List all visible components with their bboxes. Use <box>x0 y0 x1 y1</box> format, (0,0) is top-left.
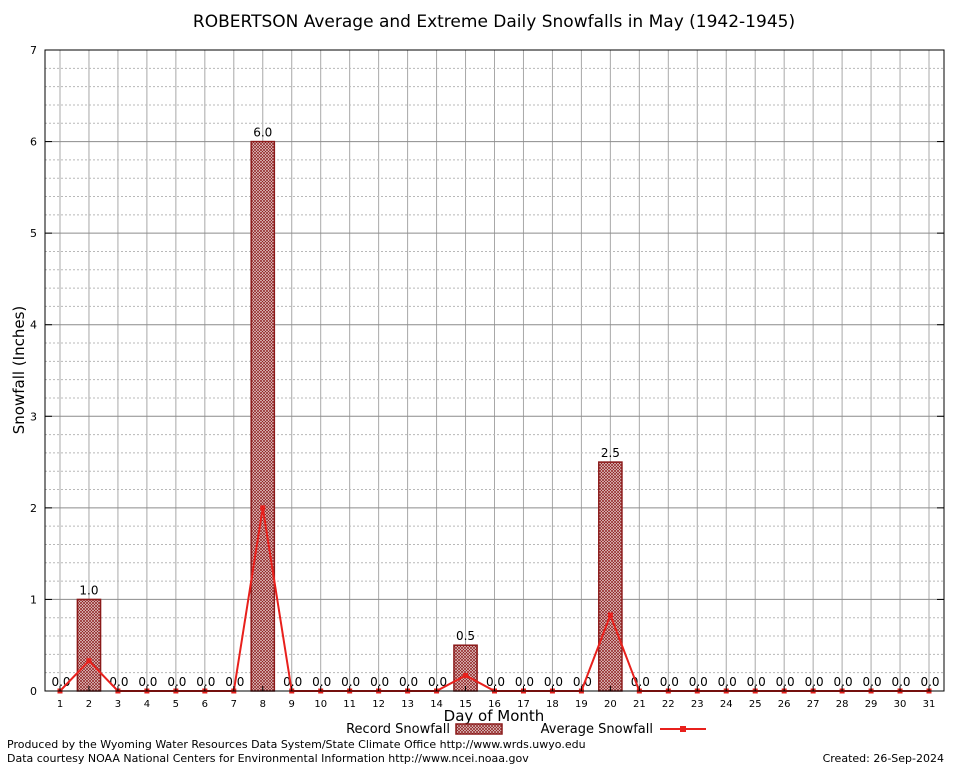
y-tick-label: 5 <box>30 227 37 240</box>
bar-value-label: 0.0 <box>660 675 679 689</box>
bar-value-label: 0.0 <box>109 675 128 689</box>
y-axis-label: Snowfall (Inches) <box>10 306 28 434</box>
x-tick-label: 3 <box>115 699 121 710</box>
x-axis-label: Day of Month <box>444 707 545 725</box>
grid-lines <box>45 49 944 692</box>
bar-value-label: 0.0 <box>515 675 534 689</box>
footer-produced-by: Produced by the Wyoming Water Resources … <box>7 738 586 751</box>
x-tick-label: 8 <box>260 699 266 710</box>
legend-average-marker <box>680 726 686 732</box>
average-point <box>607 612 613 618</box>
x-tick-label: 19 <box>575 699 588 710</box>
legend-record-label: Record Snowfall <box>346 722 450 737</box>
average-point <box>463 672 469 678</box>
record-bar <box>76 598 102 692</box>
bar-value-label: 0.0 <box>747 675 766 689</box>
x-tick-label: 17 <box>517 699 530 710</box>
x-tick-label: 28 <box>836 699 849 710</box>
y-tick-label: 7 <box>30 44 37 57</box>
x-tick-label: 18 <box>546 699 559 710</box>
footer-data-courtesy: Data courtesy NOAA National Centers for … <box>7 752 529 765</box>
bar-value-label: 0.0 <box>167 675 186 689</box>
bar-value-label: 0.0 <box>544 675 563 689</box>
bar-value-label: 0.0 <box>341 675 360 689</box>
x-tick-label: 24 <box>720 699 733 710</box>
y-tick-labels: 0 1 2 3 4 5 6 7 <box>30 44 37 698</box>
bar-value-label: 0.0 <box>486 675 505 689</box>
bar-value-label: 0.0 <box>920 675 939 689</box>
x-tick-label: 15 <box>459 699 472 710</box>
y-tick-label: 4 <box>30 319 37 332</box>
average-point <box>260 505 266 511</box>
bar-value-label: 0.0 <box>312 675 331 689</box>
x-tick-label: 12 <box>372 699 385 710</box>
bar-value-label: 0.0 <box>891 675 910 689</box>
bar-value-label: 0.0 <box>805 675 824 689</box>
bar-value-label: 0.0 <box>138 675 157 689</box>
legend-average-label: Average Snowfall <box>541 722 653 737</box>
x-tick-label: 23 <box>691 699 704 710</box>
x-tick-label: 20 <box>604 699 617 710</box>
x-tick-label: 22 <box>662 699 675 710</box>
bar-value-label: 0.0 <box>283 675 302 689</box>
bar-value-label: 2.5 <box>601 446 620 460</box>
x-tick-label: 4 <box>144 699 150 710</box>
x-tick-label: 27 <box>807 699 820 710</box>
bar-value-label: 0.0 <box>370 675 389 689</box>
bar-value-label: 0.0 <box>689 675 708 689</box>
x-tick-label: 21 <box>633 699 646 710</box>
x-tick-label: 11 <box>343 699 356 710</box>
x-tick-label: 7 <box>231 699 237 710</box>
y-tick-label: 3 <box>30 410 37 423</box>
bar-value-label: 0.0 <box>718 675 737 689</box>
bar-value-label: 0.0 <box>834 675 853 689</box>
chart-title: ROBERTSON Average and Extreme Daily Snow… <box>193 12 795 32</box>
x-tick-label: 29 <box>865 699 878 710</box>
x-tick-label: 14 <box>430 699 443 710</box>
x-tick-label: 26 <box>778 699 791 710</box>
x-tick-label: 31 <box>923 699 936 710</box>
x-tick-label: 1 <box>57 699 63 710</box>
x-tick-label: 2 <box>86 699 92 710</box>
bar-value-label: 1.0 <box>79 583 98 597</box>
x-tick-label: 16 <box>488 699 501 710</box>
bar-value-labels: 0.0 1.0 0.0 0.0 0.0 0.0 0.0 6.0 0.0 0.0 0.0 0.0 0.0 0… <box>51 126 939 689</box>
x-tick-label: 10 <box>314 699 327 710</box>
x-tick-label: 9 <box>289 699 295 710</box>
x-tick-label: 13 <box>401 699 414 710</box>
record-bar <box>250 140 276 692</box>
y-tick-label: 2 <box>30 502 37 515</box>
average-point <box>86 658 92 664</box>
legend-record-swatch <box>455 723 503 735</box>
y-tick-label: 0 <box>30 685 37 698</box>
axis-ticks <box>45 49 944 692</box>
y-tick-label: 1 <box>30 593 37 606</box>
record-bar <box>598 461 623 692</box>
bar-value-label: 0.5 <box>456 629 475 643</box>
x-tick-label: 30 <box>894 699 907 710</box>
bar-value-label: 0.0 <box>776 675 795 689</box>
x-tick-label: 25 <box>749 699 762 710</box>
bar-value-label: 6.0 <box>253 126 272 140</box>
footer-created-date: Created: 26-Sep-2024 <box>822 752 944 765</box>
y-tick-label: 6 <box>30 136 37 149</box>
record-bar <box>453 644 478 692</box>
bar-value-label: 0.0 <box>863 675 882 689</box>
x-tick-label: 5 <box>173 699 179 710</box>
x-tick-labels: 1 2 3 4 5 6 7 8 9 10 11 12 13 14 15 16 17 18 19 20 21 22 23 24 2… <box>57 699 936 710</box>
x-tick-label: 6 <box>202 699 208 710</box>
bar-value-label: 0.0 <box>428 675 447 689</box>
bar-value-label: 0.0 <box>399 675 418 689</box>
legend: Record Snowfall Average Snowfall <box>346 722 706 737</box>
bar-value-label: 0.0 <box>196 675 215 689</box>
